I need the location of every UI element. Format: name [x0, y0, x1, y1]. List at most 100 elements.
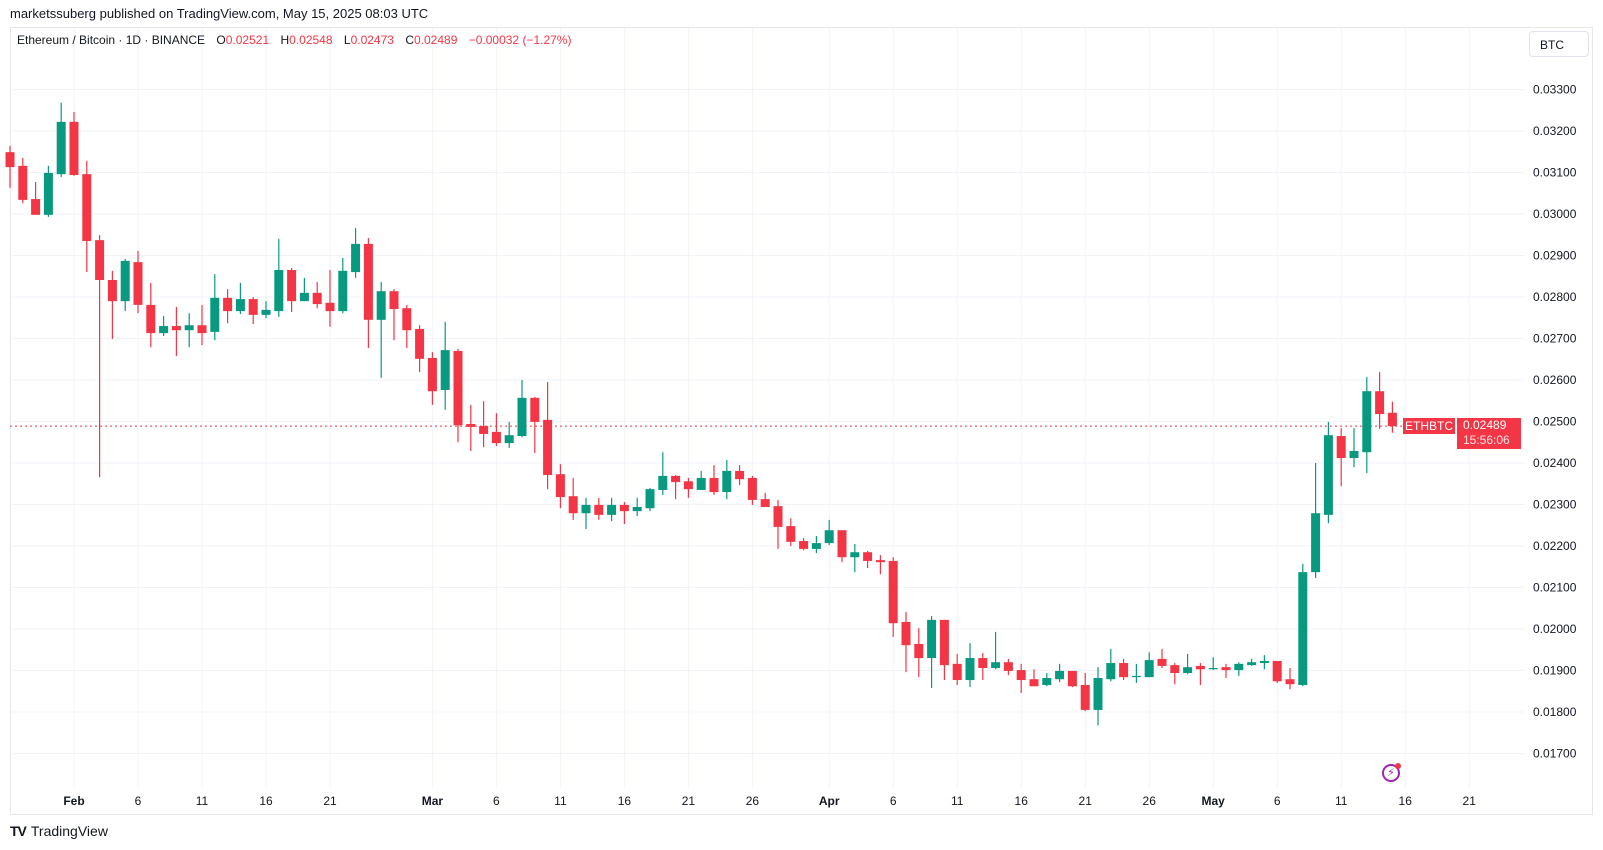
candle-down[interactable] — [287, 267, 297, 312]
candle-up[interactable] — [1106, 648, 1116, 682]
candle-up[interactable] — [440, 321, 450, 410]
candle-down[interactable] — [568, 477, 578, 520]
candle-up[interactable] — [1131, 663, 1141, 683]
candle-up[interactable] — [1234, 662, 1244, 676]
candle-up[interactable] — [1311, 463, 1321, 578]
candle-up[interactable] — [274, 238, 284, 317]
candle-up[interactable] — [120, 258, 130, 312]
candle-down[interactable] — [799, 538, 809, 551]
candle-up[interactable] — [338, 257, 348, 314]
candle-down[interactable] — [248, 297, 258, 324]
candle-down[interactable] — [1119, 658, 1129, 681]
candle-down[interactable] — [95, 235, 105, 478]
candle-up[interactable] — [607, 497, 617, 522]
candle-down[interactable] — [555, 464, 565, 509]
candle-down[interactable] — [1016, 663, 1026, 693]
candle-up[interactable] — [991, 631, 1001, 670]
candle-down[interactable] — [133, 250, 143, 314]
candle-down[interactable] — [389, 289, 399, 341]
candle-up[interactable] — [299, 277, 309, 302]
candle-down[interactable] — [1375, 372, 1385, 429]
candle-down[interactable] — [530, 397, 540, 454]
candle-down[interactable] — [709, 465, 719, 495]
candle-down[interactable] — [5, 145, 15, 188]
tradingview-footer[interactable]: TV TradingView — [10, 823, 108, 839]
candle-down[interactable] — [1221, 663, 1231, 678]
candle-up[interactable] — [43, 165, 53, 217]
symbol-title[interactable]: Ethereum / Bitcoin · 1D · BINANCE — [17, 33, 206, 47]
candle-down[interactable] — [82, 160, 92, 273]
candle-up[interactable] — [1298, 563, 1308, 687]
candle-down[interactable] — [760, 492, 770, 507]
candle-down[interactable] — [1157, 648, 1167, 669]
candle-up[interactable] — [1208, 657, 1218, 671]
candle-up[interactable] — [210, 274, 220, 341]
candle-down[interactable] — [466, 404, 476, 451]
candle-up[interactable] — [376, 282, 386, 378]
candle-down[interactable] — [837, 530, 847, 563]
candle-down[interactable] — [1195, 663, 1205, 686]
candle-down[interactable] — [69, 111, 79, 176]
candle-up[interactable] — [517, 380, 527, 438]
candle-up[interactable] — [1362, 377, 1372, 473]
candle-down[interactable] — [786, 518, 796, 546]
candle-down[interactable] — [1029, 669, 1039, 687]
candle-up[interactable] — [850, 543, 860, 573]
candle-down[interactable] — [1080, 672, 1090, 712]
candle-down[interactable] — [18, 157, 28, 204]
candle-down[interactable] — [197, 304, 207, 346]
candle-down[interactable] — [171, 306, 181, 356]
candle-down[interactable] — [325, 270, 335, 327]
candle-down[interactable] — [952, 653, 962, 686]
candle-down[interactable] — [543, 382, 553, 490]
candle-up[interactable] — [504, 421, 514, 449]
candle-down[interactable] — [619, 502, 629, 525]
candle-down[interactable] — [402, 304, 412, 349]
lightning-bolt-icon[interactable]: ⚡ — [1382, 763, 1401, 782]
candle-down[interactable] — [363, 238, 373, 349]
candle-down[interactable] — [863, 550, 873, 568]
candle-down[interactable] — [901, 611, 911, 673]
candle-down[interactable] — [735, 465, 745, 485]
candle-down[interactable] — [479, 401, 489, 448]
candle-up[interactable] — [645, 487, 655, 512]
candle-down[interactable] — [773, 499, 783, 549]
candle-down[interactable] — [671, 475, 681, 500]
candle-down[interactable] — [875, 555, 885, 575]
candle-up[interactable] — [1042, 672, 1052, 687]
candle-up[interactable] — [1093, 667, 1103, 726]
candle-up[interactable] — [965, 643, 975, 688]
candle-down[interactable] — [223, 289, 233, 324]
candle-up[interactable] — [824, 519, 834, 546]
candle-up[interactable] — [927, 616, 937, 688]
candle-down[interactable] — [1067, 670, 1077, 688]
candle-down[interactable] — [1272, 660, 1282, 683]
candle-down[interactable] — [683, 477, 693, 498]
candle-down[interactable] — [453, 348, 463, 443]
candle-up[interactable] — [261, 301, 271, 319]
candle-down[interactable] — [31, 182, 41, 215]
candle-up[interactable] — [1349, 428, 1359, 468]
candle-down[interactable] — [939, 619, 949, 681]
candle-up[interactable] — [184, 313, 194, 348]
candle-up[interactable] — [159, 316, 169, 337]
candle-down[interactable] — [1003, 658, 1013, 676]
currency-button[interactable]: BTC — [1529, 31, 1589, 57]
candle-down[interactable] — [107, 270, 117, 339]
candle-down[interactable] — [1285, 668, 1295, 690]
candle-down[interactable] — [914, 628, 924, 678]
candle-up[interactable] — [1247, 658, 1257, 666]
candle-down[interactable] — [1387, 401, 1397, 433]
candle-down[interactable] — [146, 282, 156, 348]
candle-down[interactable] — [491, 413, 501, 446]
candle-down[interactable] — [1336, 428, 1346, 487]
candle-down[interactable] — [427, 352, 437, 405]
candle-down[interactable] — [888, 557, 898, 637]
candle-up[interactable] — [1259, 655, 1269, 670]
candle-up[interactable] — [235, 282, 245, 315]
candle-up[interactable] — [722, 460, 732, 500]
candle-down[interactable] — [978, 653, 988, 681]
candle-up[interactable] — [1055, 663, 1065, 683]
candle-up[interactable] — [351, 228, 361, 278]
